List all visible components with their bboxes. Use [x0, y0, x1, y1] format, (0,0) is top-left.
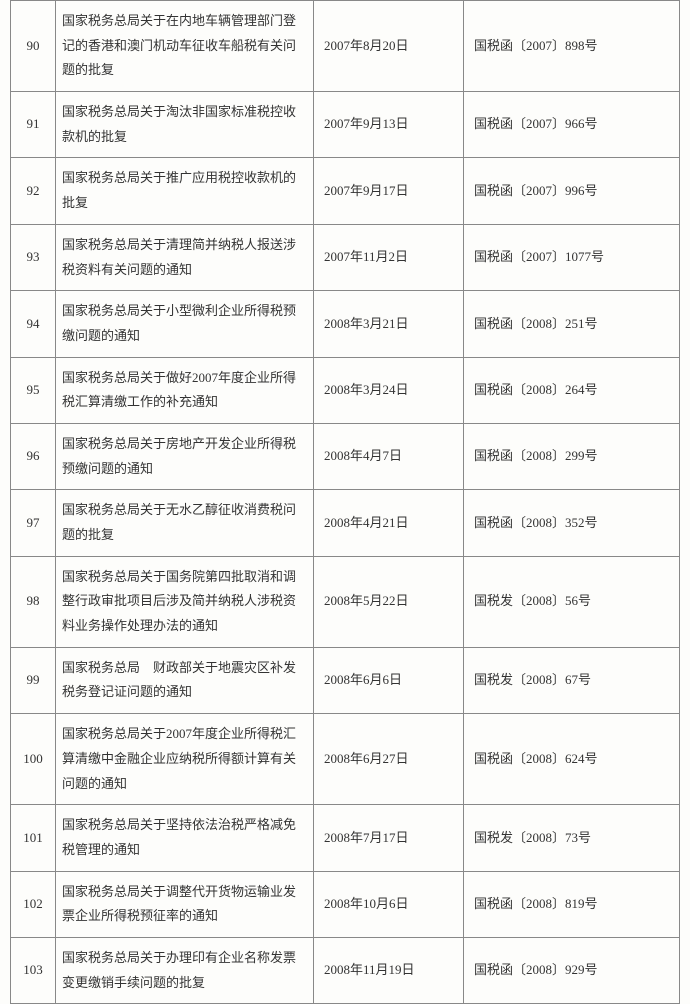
row-reference: 国税函〔2007〕966号: [464, 92, 680, 158]
tax-documents-table: 90国家税务总局关于在内地车辆管理部门登记的香港和澳门机动车征收车船税有关问题的…: [10, 0, 680, 1004]
table-row: 93国家税务总局关于清理简并纳税人报送涉税资料有关问题的通知2007年11月2日…: [11, 224, 680, 290]
row-index: 100: [11, 714, 56, 805]
row-reference: 国税函〔2008〕264号: [464, 357, 680, 423]
table-row: 99国家税务总局 财政部关于地震灾区补发税务登记证问题的通知2008年6月6日国…: [11, 647, 680, 713]
table-row: 98国家税务总局关于国务院第四批取消和调整行政审批项目后涉及简并纳税人涉税资料业…: [11, 556, 680, 647]
row-reference: 国税函〔2008〕299号: [464, 423, 680, 489]
table-row: 97国家税务总局关于无水乙醇征收消费税问题的批复2008年4月21日国税函〔20…: [11, 490, 680, 556]
row-index: 101: [11, 805, 56, 871]
table-row: 92国家税务总局关于推广应用税控收款机的批复2007年9月17日国税函〔2007…: [11, 158, 680, 224]
row-title: 国家税务总局关于做好2007年度企业所得税汇算清缴工作的补充通知: [56, 357, 314, 423]
row-reference: 国税函〔2007〕1077号: [464, 224, 680, 290]
row-title: 国家税务总局关于小型微利企业所得税预缴问题的通知: [56, 291, 314, 357]
table-row: 103国家税务总局关于办理印有企业名称发票变更缴销手续问题的批复2008年11月…: [11, 937, 680, 1003]
row-date: 2008年7月17日: [314, 805, 464, 871]
row-title: 国家税务总局关于2007年度企业所得税汇算清缴中金融企业应纳税所得额计算有关问题…: [56, 714, 314, 805]
row-title: 国家税务总局 财政部关于地震灾区补发税务登记证问题的通知: [56, 647, 314, 713]
row-title: 国家税务总局关于国务院第四批取消和调整行政审批项目后涉及简并纳税人涉税资料业务操…: [56, 556, 314, 647]
row-reference: 国税发〔2008〕73号: [464, 805, 680, 871]
row-title: 国家税务总局关于房地产开发企业所得税预缴问题的通知: [56, 423, 314, 489]
row-date: 2008年4月7日: [314, 423, 464, 489]
row-date: 2008年6月6日: [314, 647, 464, 713]
row-date: 2008年10月6日: [314, 871, 464, 937]
row-reference: 国税函〔2008〕352号: [464, 490, 680, 556]
table-row: 102国家税务总局关于调整代开货物运输业发票企业所得税预征率的通知2008年10…: [11, 871, 680, 937]
row-date: 2008年3月24日: [314, 357, 464, 423]
row-title: 国家税务总局关于淘汰非国家标准税控收款机的批复: [56, 92, 314, 158]
row-reference: 国税函〔2007〕898号: [464, 1, 680, 92]
row-date: 2007年9月17日: [314, 158, 464, 224]
row-title: 国家税务总局关于办理印有企业名称发票变更缴销手续问题的批复: [56, 937, 314, 1003]
row-reference: 国税发〔2008〕67号: [464, 647, 680, 713]
row-date: 2007年11月2日: [314, 224, 464, 290]
row-date: 2008年11月19日: [314, 937, 464, 1003]
row-date: 2008年3月21日: [314, 291, 464, 357]
row-reference: 国税函〔2008〕819号: [464, 871, 680, 937]
row-index: 92: [11, 158, 56, 224]
row-index: 96: [11, 423, 56, 489]
row-reference: 国税函〔2008〕929号: [464, 937, 680, 1003]
row-index: 97: [11, 490, 56, 556]
row-date: 2007年9月13日: [314, 92, 464, 158]
row-reference: 国税函〔2008〕251号: [464, 291, 680, 357]
row-reference: 国税函〔2007〕996号: [464, 158, 680, 224]
row-index: 91: [11, 92, 56, 158]
table-row: 90国家税务总局关于在内地车辆管理部门登记的香港和澳门机动车征收车船税有关问题的…: [11, 1, 680, 92]
row-index: 98: [11, 556, 56, 647]
row-index: 93: [11, 224, 56, 290]
row-index: 102: [11, 871, 56, 937]
table-row: 91国家税务总局关于淘汰非国家标准税控收款机的批复2007年9月13日国税函〔2…: [11, 92, 680, 158]
row-title: 国家税务总局关于在内地车辆管理部门登记的香港和澳门机动车征收车船税有关问题的批复: [56, 1, 314, 92]
row-date: 2008年5月22日: [314, 556, 464, 647]
row-index: 94: [11, 291, 56, 357]
row-date: 2007年8月20日: [314, 1, 464, 92]
row-index: 103: [11, 937, 56, 1003]
table-row: 101国家税务总局关于坚持依法治税严格减免税管理的通知2008年7月17日国税发…: [11, 805, 680, 871]
row-title: 国家税务总局关于坚持依法治税严格减免税管理的通知: [56, 805, 314, 871]
row-index: 90: [11, 1, 56, 92]
table-row: 94国家税务总局关于小型微利企业所得税预缴问题的通知2008年3月21日国税函〔…: [11, 291, 680, 357]
row-reference: 国税发〔2008〕56号: [464, 556, 680, 647]
row-index: 95: [11, 357, 56, 423]
row-date: 2008年4月21日: [314, 490, 464, 556]
row-date: 2008年6月27日: [314, 714, 464, 805]
row-reference: 国税函〔2008〕624号: [464, 714, 680, 805]
row-title: 国家税务总局关于无水乙醇征收消费税问题的批复: [56, 490, 314, 556]
table-row: 96国家税务总局关于房地产开发企业所得税预缴问题的通知2008年4月7日国税函〔…: [11, 423, 680, 489]
row-title: 国家税务总局关于清理简并纳税人报送涉税资料有关问题的通知: [56, 224, 314, 290]
table-row: 100国家税务总局关于2007年度企业所得税汇算清缴中金融企业应纳税所得额计算有…: [11, 714, 680, 805]
row-title: 国家税务总局关于调整代开货物运输业发票企业所得税预征率的通知: [56, 871, 314, 937]
table-row: 95国家税务总局关于做好2007年度企业所得税汇算清缴工作的补充通知2008年3…: [11, 357, 680, 423]
row-title: 国家税务总局关于推广应用税控收款机的批复: [56, 158, 314, 224]
row-index: 99: [11, 647, 56, 713]
